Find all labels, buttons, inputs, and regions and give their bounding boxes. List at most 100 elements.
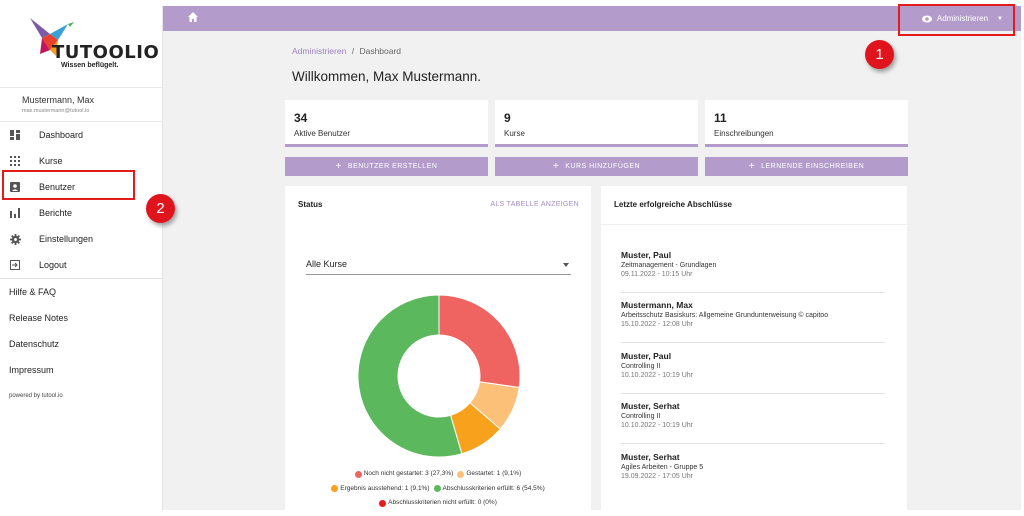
legend-item[interactable]: Noch nicht gestartet: 3 (27,3%) (354, 468, 454, 480)
nav-item-berichte[interactable]: Berichte (0, 200, 162, 226)
donut-slice-3[interactable] (357, 294, 463, 458)
nav-item-benutzer[interactable]: Benutzer (0, 174, 162, 200)
status-panel: Status ALS TABELLE ANZEIGEN Alle Kurse N… (285, 186, 591, 510)
completions-panel: Letzte erfolgreiche Abschlüsse Muster, P… (601, 186, 907, 510)
button-label: LERNENDE EINSCHREIBEN (761, 163, 865, 170)
user-info: Mustermann, Max max.mustermann@tutool.io (0, 88, 162, 122)
dashboard-icon (9, 129, 21, 141)
powered-by: powered by tutool.io (9, 393, 63, 399)
button-label: KURS HINZUFÜGEN (565, 163, 641, 170)
nav-item-kurse[interactable]: Kurse (0, 148, 162, 174)
nav-label: Einstellungen (39, 234, 94, 244)
breadcrumb-current: Dashboard (359, 46, 402, 56)
plus-icon: + (748, 161, 756, 172)
admin-menu-label: Administrieren (936, 14, 989, 23)
course-filter-select[interactable]: Alle Kurse (306, 259, 571, 275)
completion-course: Zeitmanagement - Grundlagen (621, 262, 717, 269)
nav-item-dashboard[interactable]: Dashboard (0, 122, 162, 148)
highlight-box-admin-menu (898, 4, 1015, 36)
logo-wordmark: TUTOOLIO (52, 42, 160, 63)
logo[interactable]: TUTOOLIO Wissen beflügelt. (0, 6, 162, 88)
completion-course: Agiles Arbeiten - Gruppe 5 (621, 464, 704, 471)
create-user-button[interactable]: + BENUTZER ERSTELLEN (285, 157, 488, 176)
add-course-button[interactable]: + KURS HINZUFÜGEN (495, 157, 698, 176)
completion-user: Muster, Paul (621, 250, 672, 260)
highlight-box-benutzer (2, 170, 135, 200)
legend-item[interactable]: Abschlusskriterien erfüllt: 6 (54,5%) (433, 483, 545, 495)
stat-value: 11 (714, 111, 727, 125)
legend-dot-icon (379, 499, 387, 507)
grid-icon (9, 155, 21, 167)
status-donut-chart (357, 294, 521, 458)
completion-course: Controlling II (621, 363, 661, 370)
link-release-notes[interactable]: Release Notes (9, 313, 69, 323)
gear-icon (9, 233, 21, 245)
legend-label: Abschlusskriterien nicht erfüllt: 0 (0%) (388, 499, 497, 506)
admin-menu-button[interactable]: Administrieren ▼ (921, 6, 1003, 31)
legend-row: Noch nicht gestartet: 3 (27,3%) Gestartet… (285, 468, 591, 483)
legend-item[interactable]: Ergebnis ausstehend: 1 (9,1%) (331, 483, 430, 495)
breadcrumb: Administrieren / Dashboard (292, 46, 401, 56)
legend-row: Ergebnis ausstehend: 1 (9,1%) Abschlusskr… (285, 483, 591, 498)
completion-date: 10.10.2022 - 10:19 Uhr (621, 422, 693, 429)
logo-tagline: Wissen beflügelt. (61, 62, 119, 69)
completion-item: Muster, Paul Zeitmanagement - Grundlagen… (621, 250, 885, 293)
legend-dot-icon (433, 485, 441, 492)
nav-label: Benutzer (39, 182, 76, 192)
enroll-learners-button[interactable]: + LERNENDE EINSCHREIBEN (705, 157, 908, 176)
completion-item: Muster, Serhat Controlling II 10.10.2022… (621, 401, 885, 444)
page-title: Willkommen, Max Mustermann. (292, 69, 482, 84)
stat-card-enrollments[interactable]: 11 Einschreibungen (705, 100, 908, 147)
home-icon[interactable] (187, 11, 199, 23)
plus-icon: + (335, 161, 342, 172)
completion-course: Controlling II (621, 413, 661, 420)
user-card-icon (9, 181, 21, 193)
bar-chart-icon (9, 207, 21, 219)
legend-label: Noch nicht gestartet: 3 (27,3%) (363, 470, 454, 477)
nav-label: Dashboard (39, 130, 84, 140)
caret-down-icon (563, 263, 569, 267)
divider (0, 278, 162, 279)
nav-label: Kurse (39, 156, 63, 166)
stat-value: 9 (504, 111, 511, 125)
completion-date: 19.09.2022 - 17:05 Uhr (621, 473, 693, 480)
plus-icon: + (552, 161, 560, 172)
donut-slice-0[interactable] (438, 294, 521, 389)
top-bar: Administrieren ▼ (163, 6, 1021, 31)
caret-down-icon: ▼ (997, 15, 1003, 22)
nav-item-einstellungen[interactable]: Einstellungen (0, 226, 162, 252)
completion-user: Mustermann, Max (621, 300, 693, 310)
annotation-badge-1: 1 (865, 40, 894, 69)
stat-card-active-users[interactable]: 34 Aktive Benutzer (285, 100, 488, 147)
nav-item-logout[interactable]: Logout (0, 252, 162, 278)
completion-user: Muster, Serhat (621, 452, 680, 462)
panel-title: Letzte erfolgreiche Abschlüsse (614, 200, 732, 209)
link-privacy[interactable]: Datenschutz (9, 339, 60, 349)
breadcrumb-root-link[interactable]: Administrieren (292, 46, 347, 56)
completion-date: 09.11.2022 - 10:15 Uhr (621, 271, 693, 278)
main-content: Administrieren / Dashboard Willkommen, M… (163, 31, 1021, 510)
legend-item[interactable]: Abschlusskriterien nicht erfüllt: 0 (0%) (379, 497, 497, 509)
nav-label: Logout (39, 260, 67, 270)
link-help-faq[interactable]: Hilfe & FAQ (9, 287, 57, 297)
chart-legend: Noch nicht gestartet: 3 (27,3%) Gestartet… (285, 468, 591, 512)
logout-icon (9, 259, 21, 271)
breadcrumb-separator: / (351, 46, 355, 56)
legend-label: Abschlusskriterien erfüllt: 6 (54,5%) (442, 484, 545, 492)
sidebar: TUTOOLIO Wissen beflügelt. Mustermann, M… (0, 6, 163, 510)
link-imprint[interactable]: Impressum (9, 365, 54, 375)
legend-item[interactable]: Gestartet: 1 (9,1%) (457, 468, 521, 480)
stat-label: Aktive Benutzer (294, 129, 351, 138)
completion-item: Muster, Paul Controlling II 10.10.2022 -… (621, 351, 885, 394)
completion-date: 10.10.2022 - 10:19 Uhr (621, 372, 693, 379)
annotation-badge-2: 2 (146, 194, 175, 223)
stat-card-courses[interactable]: 9 Kurse (495, 100, 698, 147)
select-value: Alle Kurse (306, 259, 348, 269)
show-as-table-link[interactable]: ALS TABELLE ANZEIGEN (490, 201, 579, 208)
stat-value: 34 (294, 111, 308, 125)
user-name: Mustermann, Max (22, 95, 95, 105)
button-label: BENUTZER ERSTELLEN (347, 163, 438, 170)
completion-course: Arbeitsschutz Basiskurs: Allgemeine Grun… (621, 312, 829, 319)
completion-date: 15.10.2022 - 12:08 Uhr (621, 321, 693, 328)
nav-label: Berichte (39, 208, 73, 218)
